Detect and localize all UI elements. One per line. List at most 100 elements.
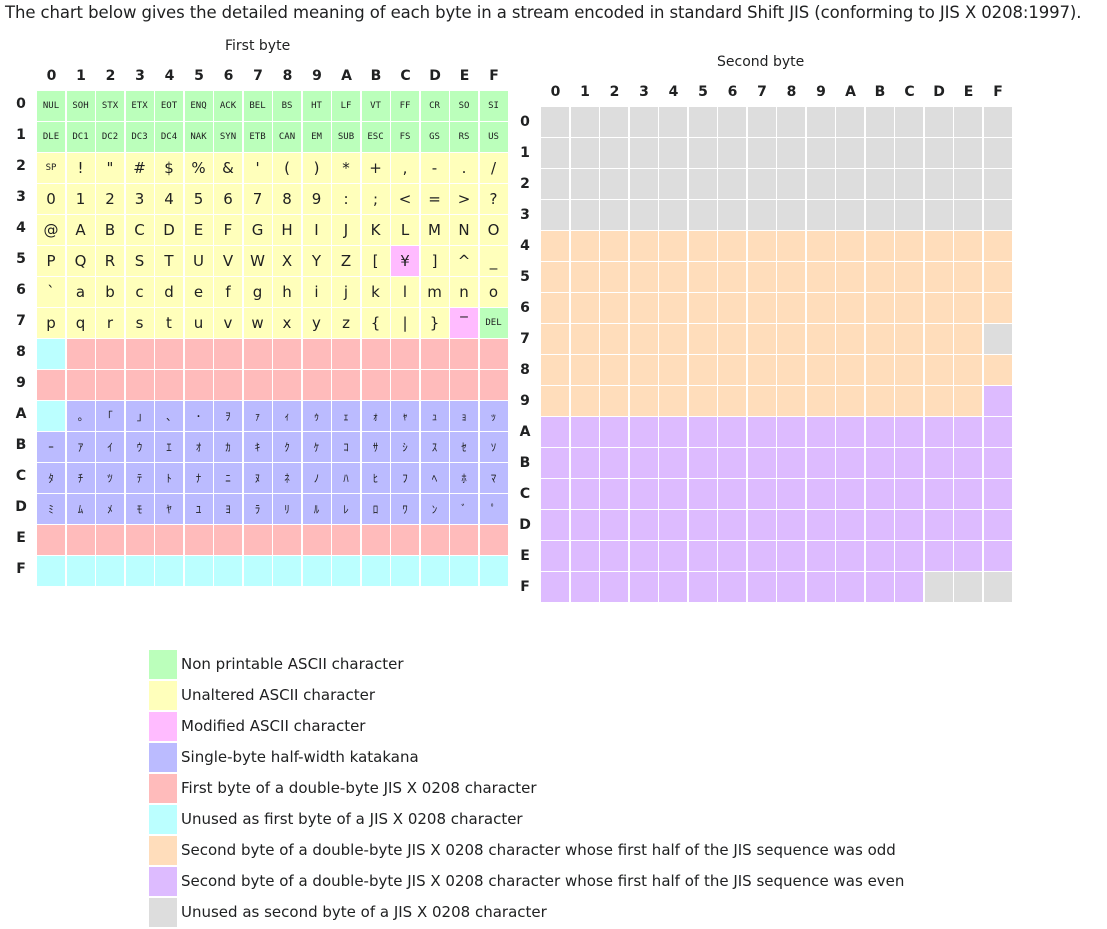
second-byte-cell	[777, 324, 805, 354]
first-table-row-header: A	[15, 406, 27, 422]
first-byte-cell: SUB	[332, 122, 360, 152]
second-byte-cell	[954, 200, 982, 230]
second-byte-cell	[747, 355, 776, 385]
second-byte-cell	[600, 541, 628, 571]
first-byte-cell	[214, 339, 242, 369]
first-byte-cell: ｾ	[450, 432, 478, 462]
second-byte-cell	[836, 479, 864, 509]
first-table-col-header: 9	[312, 68, 322, 84]
second-byte-cell	[777, 200, 805, 230]
second-byte-cell	[836, 231, 864, 261]
first-table-col-header: 2	[105, 68, 116, 84]
first-byte-cell: 1	[66, 184, 95, 214]
first-byte-cell: #	[125, 153, 154, 183]
first-table-col-header: C	[400, 68, 411, 84]
second-byte-cell	[806, 231, 835, 261]
second-byte-cell	[541, 293, 569, 323]
second-byte-cell	[659, 107, 687, 137]
second-byte-cell	[688, 107, 717, 137]
first-byte-cell	[243, 339, 272, 369]
first-byte-cell: A	[66, 215, 95, 245]
first-byte-cell: ､	[155, 401, 183, 431]
first-byte-cell	[273, 370, 301, 400]
second-byte-cell	[777, 138, 805, 168]
first-byte-cell: .	[450, 153, 478, 183]
second-byte-cell	[954, 417, 982, 447]
first-byte-cell: ^	[450, 246, 478, 276]
second-byte-cell	[570, 448, 599, 478]
first-byte-cell	[479, 370, 508, 400]
first-byte-cell	[450, 339, 478, 369]
first-byte-cell: ｱ	[66, 432, 95, 462]
second-byte-cell	[836, 107, 864, 137]
first-byte-cell: b	[96, 277, 124, 307]
first-table-row-header: 8	[16, 344, 26, 360]
first-byte-cell	[184, 339, 213, 369]
first-byte-cell: l	[391, 277, 419, 307]
second-table-col-header: E	[963, 84, 974, 100]
second-byte-cell	[688, 448, 717, 478]
second-byte-cell	[806, 355, 835, 385]
first-byte-cell: }	[420, 308, 449, 338]
first-byte-cell	[332, 370, 360, 400]
second-byte-cell	[629, 572, 658, 602]
first-byte-cell	[66, 370, 95, 400]
first-byte-cell	[450, 525, 478, 555]
first-byte-cell: HT	[302, 91, 331, 121]
second-byte-cell	[865, 169, 894, 199]
second-byte-cell	[688, 324, 717, 354]
first-byte-cell: DC2	[96, 122, 124, 152]
second-byte-cell	[777, 572, 805, 602]
first-byte-cell	[125, 370, 154, 400]
second-table-row-header: 4	[520, 238, 530, 254]
second-byte-cell	[570, 293, 599, 323]
second-byte-cell	[541, 169, 569, 199]
first-byte-cell: h	[273, 277, 301, 307]
first-byte-cell	[420, 370, 449, 400]
first-byte-cell	[155, 556, 183, 586]
second-byte-cell	[747, 324, 776, 354]
first-byte-cell: ﾜ	[391, 494, 419, 524]
first-byte-cell: ｵ	[184, 432, 213, 462]
first-byte-cell: ﾆ	[214, 463, 242, 493]
second-table-col-header: 1	[580, 84, 590, 100]
first-byte-cell: ﾕ	[184, 494, 213, 524]
second-table-row-header: 3	[520, 207, 530, 223]
first-byte-cell: ﾟ	[479, 494, 508, 524]
second-byte-cell	[688, 572, 717, 602]
second-byte-cell	[895, 355, 923, 385]
first-byte-cell	[450, 370, 478, 400]
legend-label: Second byte of a double-byte JIS X 0208 …	[181, 872, 905, 890]
first-byte-cell: ﾔ	[155, 494, 183, 524]
first-byte-cell: Z	[332, 246, 360, 276]
second-byte-cell	[983, 107, 1012, 137]
first-byte-cell: @	[37, 215, 65, 245]
second-byte-cell	[718, 448, 746, 478]
second-byte-cell	[718, 107, 746, 137]
second-byte-cell	[629, 324, 658, 354]
second-byte-cell	[688, 169, 717, 199]
second-byte-cell	[718, 386, 746, 416]
first-byte-cell: DC1	[66, 122, 95, 152]
second-byte-cell	[718, 200, 746, 230]
second-byte-cell	[895, 510, 923, 540]
first-byte-cell: ｴ	[155, 432, 183, 462]
second-byte-cell	[924, 510, 953, 540]
first-byte-cell	[391, 556, 419, 586]
second-byte-cell	[895, 169, 923, 199]
first-byte-cell: 7	[243, 184, 272, 214]
second-byte-cell	[600, 417, 628, 447]
second-table-row-header: 9	[520, 393, 530, 409]
first-byte-cell: STX	[96, 91, 124, 121]
first-byte-cell: ﾃ	[125, 463, 154, 493]
first-byte-cell: ﾁ	[66, 463, 95, 493]
first-byte-cell: US	[479, 122, 508, 152]
second-byte-cell	[659, 231, 687, 261]
second-byte-cell	[659, 541, 687, 571]
second-byte-cell	[895, 200, 923, 230]
first-table-col-header: 3	[135, 68, 145, 84]
second-byte-cell	[659, 417, 687, 447]
first-byte-cell: -	[420, 153, 449, 183]
second-byte-cell	[777, 231, 805, 261]
second-byte-cell	[570, 355, 599, 385]
